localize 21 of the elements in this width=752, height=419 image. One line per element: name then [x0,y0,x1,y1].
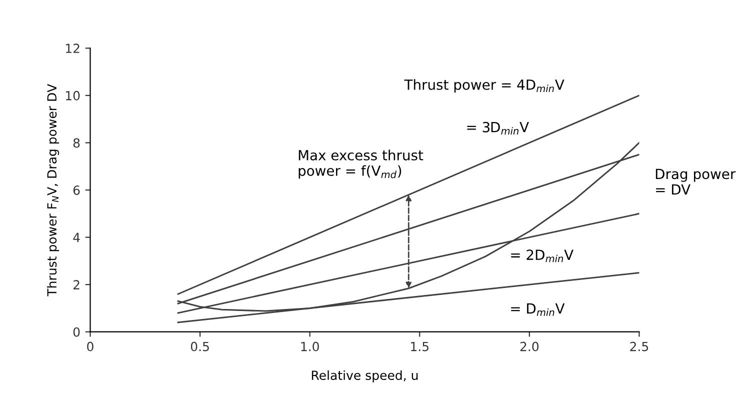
x-axis-title: Relative speed, u [312,370,418,382]
annotation: = D$_{min}$V [511,303,565,316]
y-tick-label: 10 [66,90,80,100]
x-tick-label: 1.0 [301,342,319,352]
x-tick-label: 0.5 [190,342,209,352]
text: Drag power = DV [656,168,736,195]
x-tick-label: 0 [87,342,94,352]
y-axis-title: Thrust power F$_{N}$V, Drag power DV [46,84,60,296]
y-tick-label: 0 [73,327,80,337]
x-tick-label: 2.5 [630,342,648,352]
annotation: = 3D$_{min}$V [467,122,529,134]
y-tick-label: 4 [73,232,80,242]
x-tick-label: 2.0 [520,342,539,352]
annotation: = 2D$_{min}$V [511,250,574,262]
y-tick-label: 6 [73,185,80,195]
y-tick-label: 8 [73,138,80,148]
x-tick-label: 1.5 [411,342,428,352]
y-tick-label: 12 [66,44,80,53]
y-tick-label: 2 [73,280,80,290]
annotation: Thrust power = 4D$_{min}$V [404,79,564,93]
annotation: Max excess thrust power = f(V$_{md}$) [298,150,424,179]
